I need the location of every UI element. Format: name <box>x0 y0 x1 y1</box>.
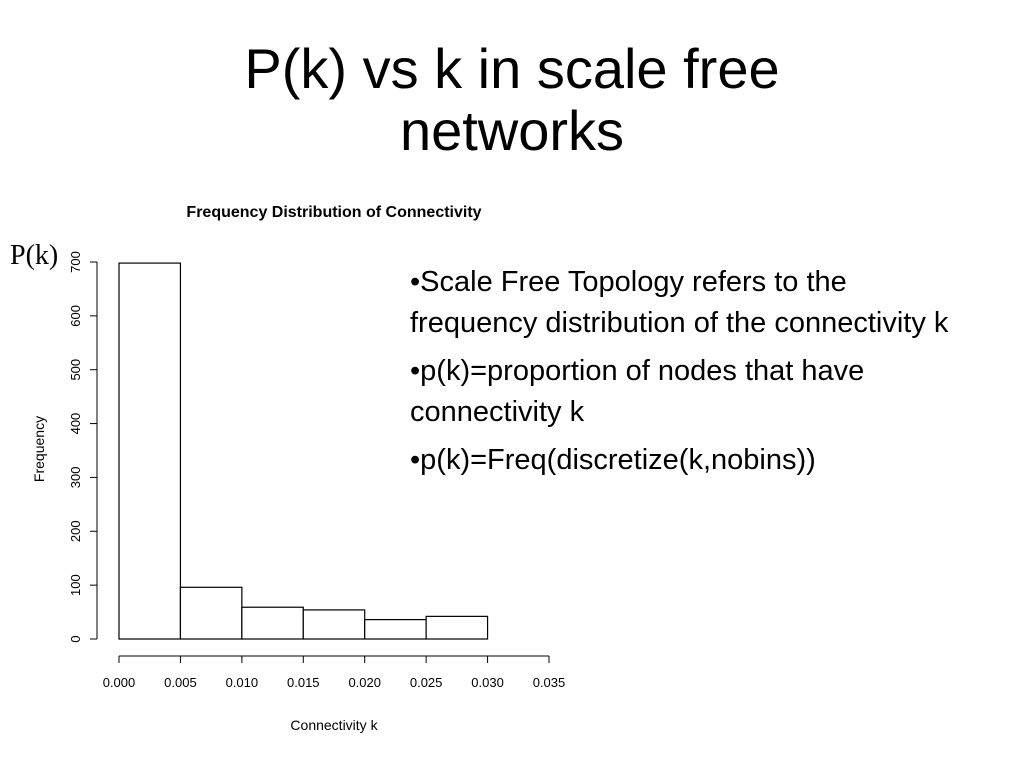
histogram-bar <box>425 615 489 640</box>
bars-group <box>118 262 489 640</box>
bullet-list: •Scale Free Topology refers to the frequ… <box>410 262 970 488</box>
histogram-bar <box>118 262 182 640</box>
x-axis-label: Connectivity k <box>290 717 378 733</box>
x-tick-label: 0.035 <box>533 675 566 690</box>
histogram-bar <box>364 619 427 640</box>
bullet-item: •p(k)=Freq(discretize(k,nobins)) <box>410 444 816 476</box>
bullet-item: •p(k)=proportion of nodes that have conn… <box>410 355 865 428</box>
x-tick-label: 0.015 <box>287 675 320 690</box>
x-tick-label: 0.005 <box>164 675 197 690</box>
chart-title: Frequency Distribution of Connectivity <box>186 204 481 221</box>
y-axis-label: Frequency <box>31 416 47 482</box>
y-tick-label: 100 <box>68 574 83 596</box>
x-tick-label: 0.020 <box>348 675 381 690</box>
x-tick-label: 0.000 <box>103 675 136 690</box>
y-tick-label: 200 <box>68 520 83 542</box>
y-tick-label: 600 <box>68 305 83 327</box>
x-axis: 0.000 0.005 0.010 0.015 0.020 0.025 0.030 0.035 <box>103 655 566 690</box>
y-tick-label: 500 <box>68 359 83 381</box>
histogram-bar <box>241 606 304 640</box>
x-tick-label: 0.010 <box>226 675 259 690</box>
y-axis: 0 100 200 300 400 500 600 700 <box>68 251 98 643</box>
pk-axis-annotation: P(k) <box>10 240 59 271</box>
histogram-bar <box>179 586 243 640</box>
y-tick-label: 700 <box>68 251 83 273</box>
y-tick-label: 0 <box>68 635 83 642</box>
histogram-chart: Frequency Distribution of Connectivity 0… <box>31 204 566 733</box>
slide-title-line-2: networks <box>399 99 625 162</box>
y-tick-label: 400 <box>68 413 83 435</box>
slide-title: P(k) vs k in scale free networks <box>0 38 1024 162</box>
x-tick-label: 0.025 <box>410 675 443 690</box>
y-tick-label: 300 <box>68 467 83 489</box>
histogram-bar <box>302 609 366 640</box>
bullet-item: •Scale Free Topology refers to the frequ… <box>410 266 949 339</box>
x-tick-label: 0.030 <box>471 675 504 690</box>
slide-title-line-1: P(k) vs k in scale free <box>244 37 780 100</box>
